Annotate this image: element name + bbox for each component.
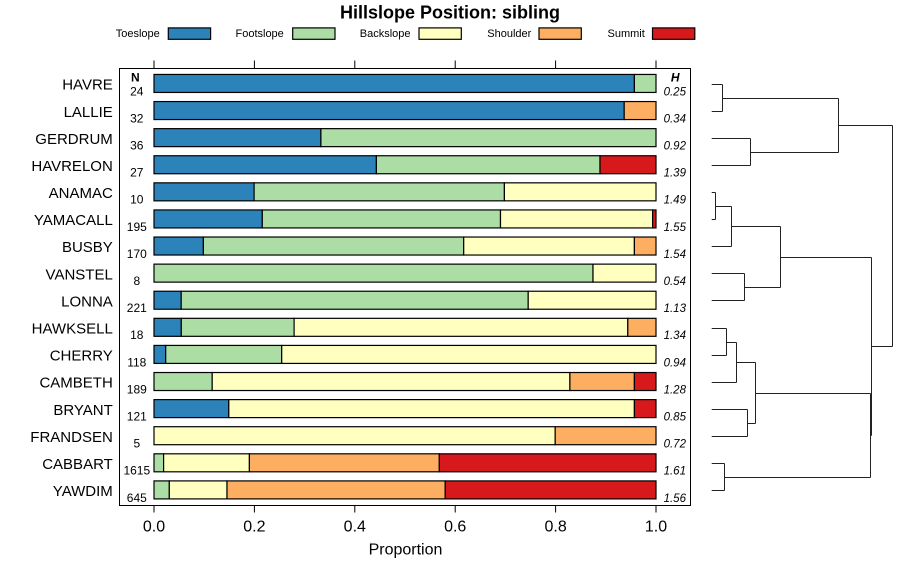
svg-text:189: 189 [127, 382, 147, 396]
svg-text:HAVRE: HAVRE [62, 77, 113, 94]
svg-text:Footslope: Footslope [235, 28, 283, 40]
svg-text:645: 645 [127, 491, 147, 505]
svg-text:1.61: 1.61 [664, 466, 686, 478]
svg-text:CABBART: CABBART [42, 456, 113, 473]
svg-text:195: 195 [127, 220, 147, 234]
svg-text:27: 27 [130, 166, 144, 180]
svg-text:0.34: 0.34 [664, 113, 686, 125]
svg-text:170: 170 [127, 247, 147, 261]
svg-text:0.4: 0.4 [344, 519, 366, 536]
svg-text:Toeslope: Toeslope [116, 28, 160, 40]
svg-text:Backslope: Backslope [360, 28, 411, 40]
svg-text:1.39: 1.39 [664, 168, 687, 180]
svg-text:1615: 1615 [123, 464, 150, 478]
svg-text:BUSBY: BUSBY [62, 239, 113, 256]
svg-text:0.0: 0.0 [143, 519, 165, 536]
svg-text:YAWDIM: YAWDIM [53, 483, 113, 500]
svg-text:10: 10 [130, 193, 144, 207]
svg-text:1.54: 1.54 [664, 249, 686, 261]
svg-text:N: N [131, 70, 140, 84]
svg-text:1.49: 1.49 [664, 195, 687, 207]
svg-text:8: 8 [133, 274, 140, 288]
svg-text:18: 18 [130, 328, 144, 342]
svg-text:LONNA: LONNA [61, 293, 113, 310]
svg-text:BRYANT: BRYANT [53, 402, 112, 419]
svg-text:LALLIE: LALLIE [64, 104, 113, 121]
svg-text:0.92: 0.92 [664, 141, 687, 153]
svg-text:YAMACALL: YAMACALL [34, 212, 113, 229]
svg-text:ANAMAC: ANAMAC [49, 185, 113, 202]
svg-text:118: 118 [127, 355, 146, 369]
svg-text:Proportion: Proportion [369, 542, 443, 559]
svg-text:1.55: 1.55 [664, 222, 687, 234]
svg-text:VANSTEL: VANSTEL [46, 266, 113, 283]
svg-text:0.25: 0.25 [664, 86, 687, 98]
svg-text:Shoulder: Shoulder [487, 28, 531, 40]
svg-text:0.94: 0.94 [664, 357, 686, 369]
svg-text:GERDRUM: GERDRUM [35, 131, 113, 148]
svg-text:1.13: 1.13 [664, 303, 687, 315]
svg-text:CAMBETH: CAMBETH [39, 375, 112, 392]
svg-text:36: 36 [130, 139, 144, 153]
svg-text:0.6: 0.6 [444, 519, 466, 536]
svg-text:0.2: 0.2 [243, 519, 265, 536]
svg-text:H: H [671, 71, 680, 85]
svg-text:0.8: 0.8 [544, 519, 566, 536]
svg-text:Summit: Summit [608, 28, 645, 40]
svg-text:HAWKSELL: HAWKSELL [32, 321, 113, 338]
svg-text:0.72: 0.72 [664, 439, 687, 451]
svg-text:1.56: 1.56 [664, 493, 687, 505]
svg-text:5: 5 [133, 437, 140, 451]
svg-text:CHERRY: CHERRY [50, 348, 113, 365]
svg-text:221: 221 [127, 301, 147, 315]
svg-text:121: 121 [127, 410, 147, 424]
svg-text:HAVRELON: HAVRELON [31, 158, 112, 175]
svg-text:0.85: 0.85 [664, 412, 687, 424]
svg-text:1.34: 1.34 [664, 330, 686, 342]
svg-text:0.54: 0.54 [664, 276, 686, 288]
svg-text:1.28: 1.28 [664, 384, 687, 396]
svg-text:32: 32 [130, 111, 144, 125]
svg-text:FRANDSEN: FRANDSEN [30, 429, 113, 446]
svg-text:Hillslope Position: sibling: Hillslope Position: sibling [340, 3, 560, 23]
svg-text:24: 24 [130, 84, 144, 98]
svg-text:1.0: 1.0 [645, 519, 667, 536]
